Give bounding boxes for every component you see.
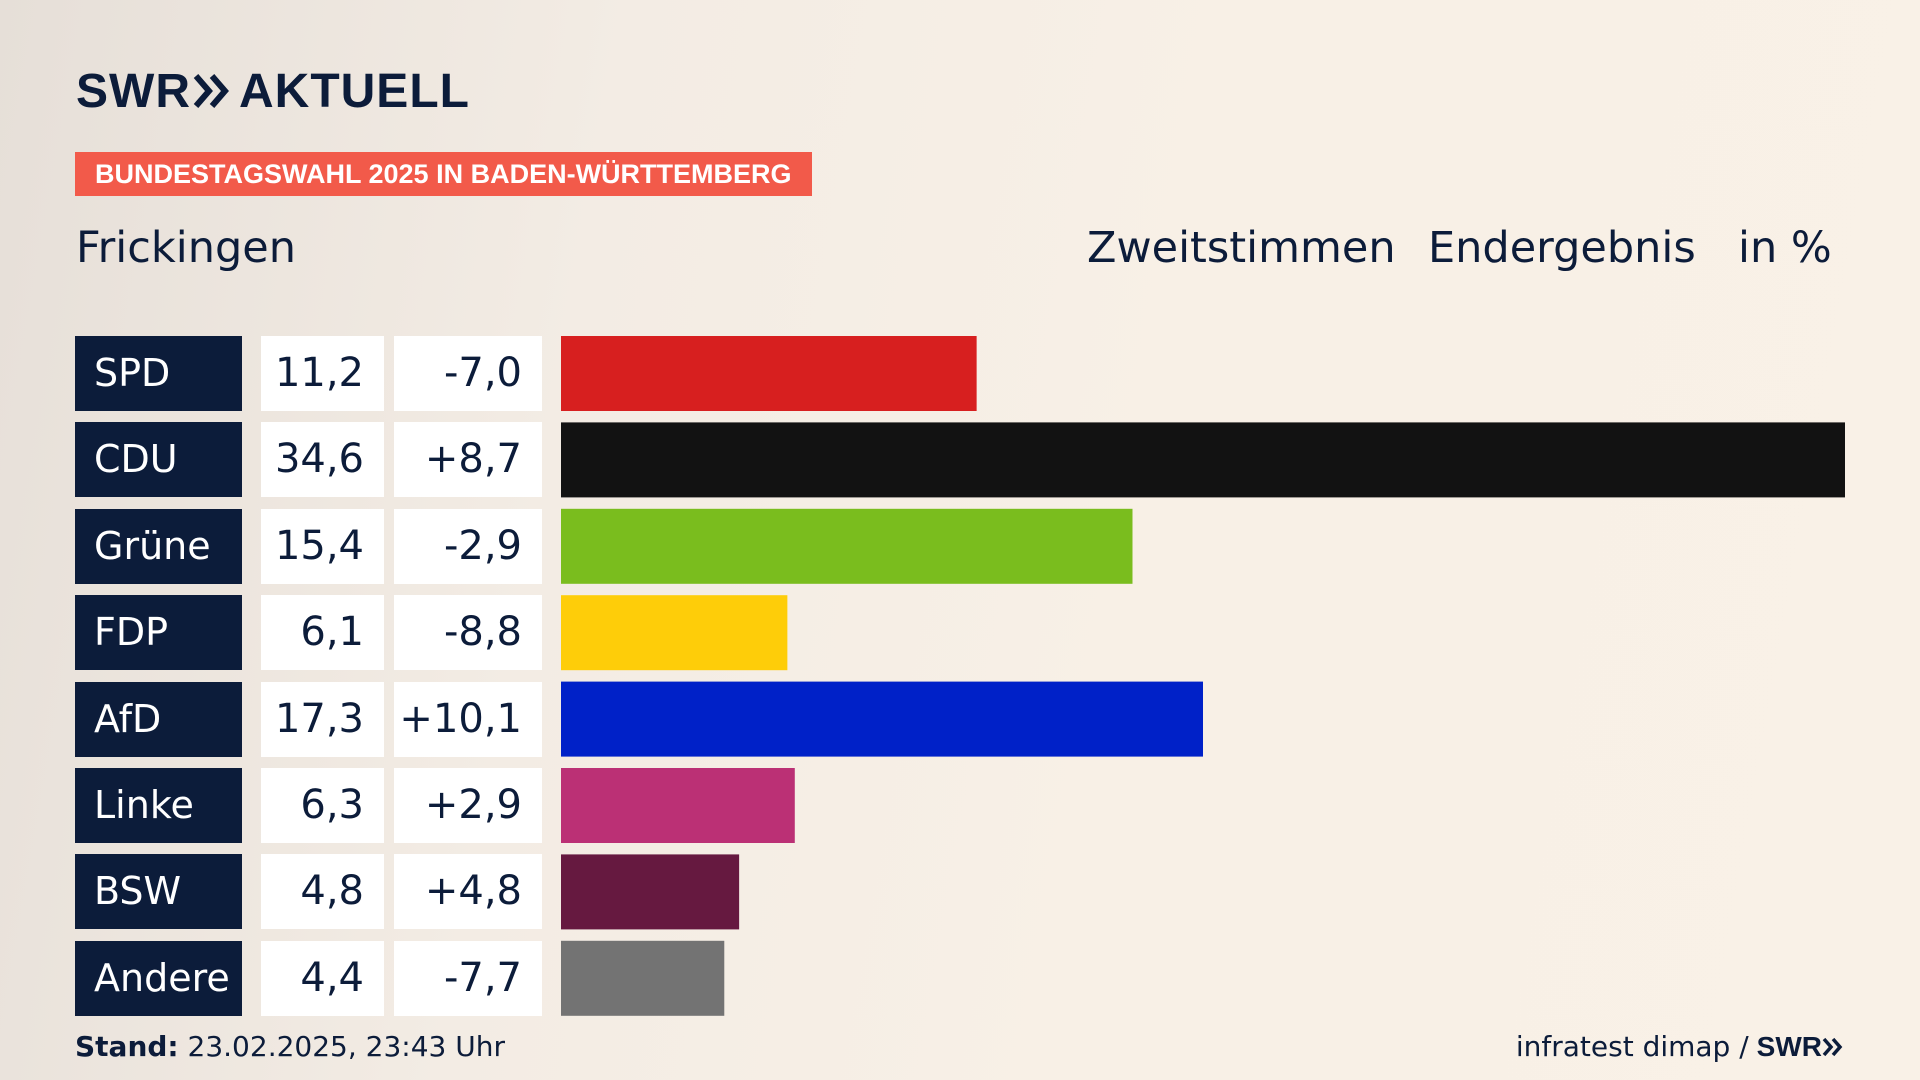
vote-share-value: 34,6	[261, 422, 384, 498]
header-unit: in %	[1738, 223, 1832, 273]
bar-bsw	[561, 854, 740, 930]
bar-linke	[561, 768, 795, 843]
party-label: Grüne	[75, 508, 242, 584]
vote-change-value: -7,0	[394, 336, 542, 411]
stand-value: 23.02.2025, 23:43 Uhr	[187, 1030, 505, 1063]
source-swr-text: SWR	[1756, 1030, 1822, 1062]
vote-share-value: 15,4	[261, 508, 384, 584]
vote-change-value: +2,9	[394, 768, 542, 843]
swr-logo-text: SWR	[76, 64, 191, 118]
vote-change-value: +8,7	[394, 422, 542, 498]
vote-share-value: 6,1	[261, 595, 384, 671]
source-swr-logo: SWR	[1757, 1031, 1844, 1063]
party-label: CDU	[75, 422, 242, 498]
vote-change-value: +4,8	[394, 854, 542, 930]
bar-fdp	[561, 595, 788, 671]
place-title: Frickingen	[76, 223, 296, 273]
vote-share-value: 4,4	[261, 940, 384, 1016]
timestamp: Stand: 23.02.2025, 23:43 Uhr	[75, 1030, 505, 1063]
source-credit: infratest dimap / SWR	[1516, 1030, 1844, 1063]
party-label: FDP	[75, 595, 242, 671]
bar-cdu	[561, 422, 1845, 498]
vote-share-value: 4,8	[261, 854, 384, 930]
header-endergebnis: Endergebnis	[1428, 223, 1696, 273]
vote-share-value: 11,2	[261, 336, 384, 411]
vote-change-value: -7,7	[394, 940, 542, 1016]
bar-andere	[561, 940, 725, 1016]
party-label: SPD	[75, 336, 242, 411]
swr-aktuell-logo: SWR AKTUELL	[76, 64, 470, 118]
vote-change-value: +10,1	[394, 681, 542, 757]
header-zweitstimmen: Zweitstimmen	[1087, 223, 1396, 273]
election-tag: BUNDESTAGSWAHL 2025 IN BADEN-WÜRTTEMBERG	[75, 152, 812, 196]
vote-share-value: 6,3	[261, 768, 384, 843]
vote-change-value: -8,8	[394, 595, 542, 671]
party-label: Andere	[75, 940, 242, 1016]
aktuell-logo-text: AKTUELL	[238, 64, 470, 118]
party-label: AfD	[75, 681, 242, 757]
party-label: Linke	[75, 768, 242, 843]
bar-grüne	[561, 508, 1133, 584]
party-label: BSW	[75, 854, 242, 930]
bar-spd	[561, 336, 977, 411]
source-text: infratest dimap /	[1515, 1030, 1749, 1063]
vote-change-value: -2,9	[394, 508, 542, 584]
vote-share-value: 17,3	[261, 681, 384, 757]
double-chevron-icon	[193, 73, 233, 109]
bar-afd	[561, 681, 1203, 757]
stand-label: Stand:	[75, 1030, 179, 1063]
double-chevron-small-icon	[1822, 1037, 1843, 1056]
